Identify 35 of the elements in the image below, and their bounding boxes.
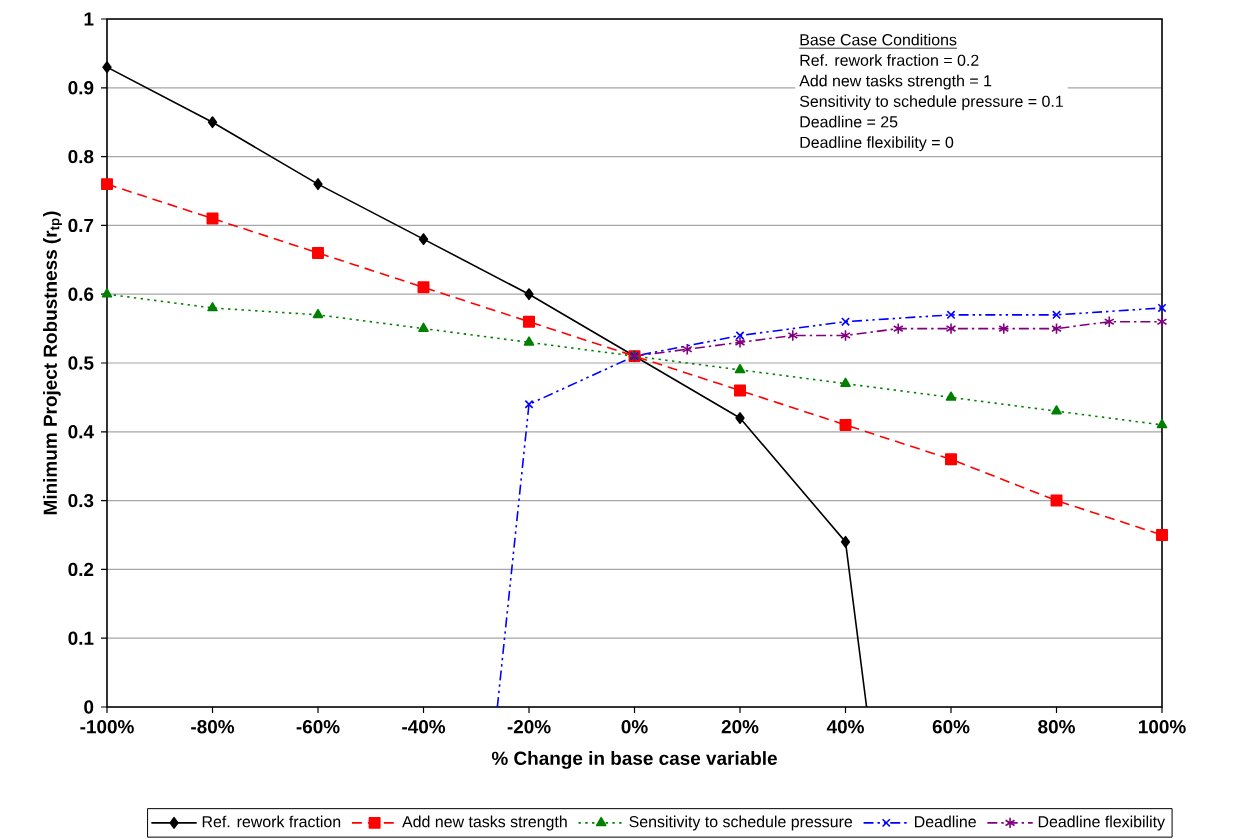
y-tick-label: 0.2	[68, 562, 94, 577]
x-tick-label: -40%	[402, 720, 446, 734]
y-tick-label: 0.9	[68, 81, 94, 95]
annotation: Base Case Conditions	[800, 33, 957, 46]
legend-label: Deadline	[915, 815, 976, 828]
y-tick-label: 0	[84, 700, 94, 714]
annotation: Deadline flexibility = 0	[800, 136, 954, 152]
y-axis-title: Minimum Project Robustness (r$_{tp}$)	[43, 211, 62, 515]
y-tick-label: 0.1	[68, 631, 94, 645]
legend-label: Add new tasks strength	[402, 815, 567, 831]
y-tick-label: 0.4	[68, 425, 94, 439]
x-tick-label: 20%	[721, 720, 759, 734]
annotation: Add new tasks strength = 1	[799, 74, 992, 90]
x-tick-label: -80%	[191, 720, 235, 734]
x-tick-label: 60%	[932, 720, 970, 734]
legend-label: Ref. rework fraction	[202, 815, 341, 828]
x-tick-label: -60%	[296, 720, 340, 734]
x-tick-label: 80%	[1038, 720, 1075, 734]
y-tick-label: 0.8	[68, 149, 94, 164]
x-axis-title: % Change in base case variable	[491, 751, 777, 769]
x-tick-label: -100%	[80, 720, 134, 734]
x-tick-label: 100%	[1138, 720, 1186, 734]
y-tick-label: 0.7	[68, 218, 94, 233]
annotation: Deadline = 25	[800, 115, 898, 128]
x-tick-label: -20%	[507, 720, 551, 734]
y-tick-label: 0.6	[68, 287, 94, 301]
x-tick-label: 0%	[621, 720, 648, 734]
y-tick-label: 0.5	[68, 356, 94, 370]
annotation: Ref. rework fraction = 0.2	[800, 54, 979, 66]
legend-label: Sensitivity to schedule pressure	[629, 815, 853, 831]
x-tick-label: 40%	[826, 720, 864, 734]
legend-label: Deadline flexibility	[1038, 815, 1166, 831]
y-tick-label: 0.3	[68, 493, 94, 508]
y-tick-label: 1	[84, 12, 94, 26]
annotation: Sensitivity to schedule pressure = 0.1	[799, 95, 1063, 111]
